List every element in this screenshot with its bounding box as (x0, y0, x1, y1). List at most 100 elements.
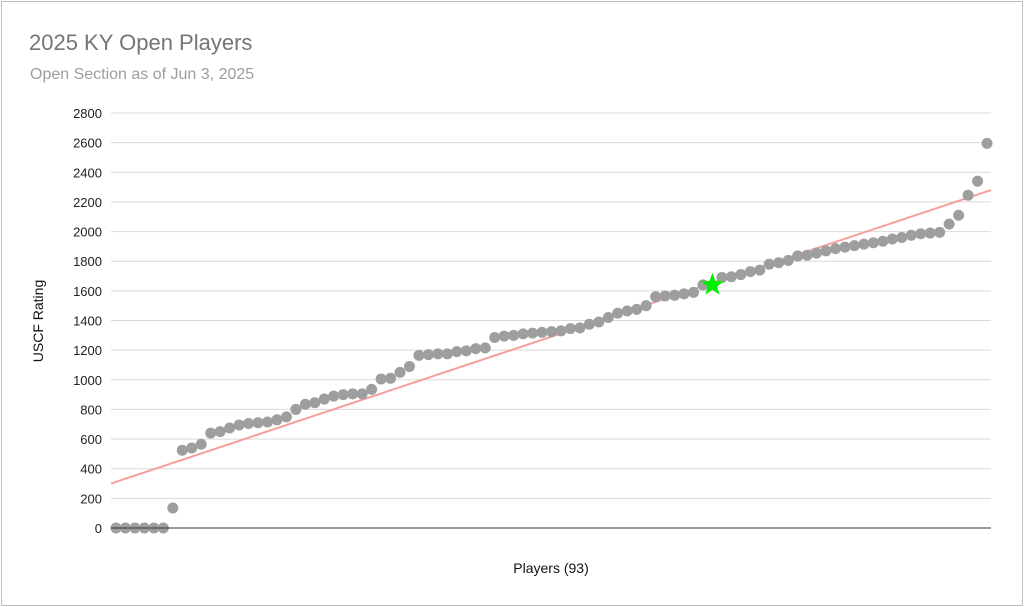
data-point (735, 269, 747, 281)
data-point (527, 327, 539, 339)
data-point (318, 393, 330, 405)
data-point (517, 328, 529, 340)
data-point (678, 288, 690, 300)
data-point (858, 238, 870, 250)
y-tick-labels: 0 200 400 600 800 1000 1200 1400 1600 1800 2000 220… (73, 106, 102, 536)
y-tick-label: 800 (80, 402, 102, 417)
y-tick-label: 600 (80, 432, 102, 447)
y-tick-label: 2200 (73, 195, 102, 210)
data-point (564, 323, 576, 335)
data-point (479, 342, 491, 354)
data-point (773, 257, 785, 269)
gridlines (111, 112, 991, 499)
data-point (621, 305, 633, 317)
data-point (299, 398, 311, 410)
data-point (176, 444, 188, 456)
data-point (508, 329, 520, 341)
data-point (792, 250, 804, 262)
y-tick-label: 2000 (73, 225, 102, 240)
data-point (602, 312, 614, 324)
data-point (905, 229, 917, 241)
data-point (593, 316, 605, 328)
data-point (830, 243, 842, 255)
y-tick-label: 1800 (73, 254, 102, 269)
y-tick-label: 1200 (73, 343, 102, 358)
data-point (915, 228, 927, 240)
data-point (555, 325, 567, 337)
data-point (943, 218, 955, 230)
data-point (243, 418, 255, 430)
y-tick-label: 1600 (73, 284, 102, 299)
data-point (782, 254, 794, 266)
data-point (441, 348, 453, 360)
data-point (811, 247, 823, 259)
data-point (385, 372, 397, 384)
data-point (432, 348, 444, 360)
data-point (489, 332, 501, 344)
data-point (848, 240, 860, 252)
data-point (536, 326, 548, 338)
chart-subtitle: Open Section as of Jun 3, 2025 (30, 66, 255, 83)
y-axis-label: USCF Rating (30, 280, 46, 362)
data-point (801, 249, 813, 261)
y-tick-label: 2600 (73, 136, 102, 151)
data-point (896, 232, 908, 243)
data-point (413, 349, 425, 361)
data-point (688, 286, 700, 298)
y-tick-label: 1400 (73, 314, 102, 329)
data-point (972, 175, 984, 187)
data-point (470, 343, 482, 355)
data-point (934, 226, 946, 238)
data-point (186, 442, 198, 454)
data-point (612, 307, 624, 319)
data-points (110, 137, 993, 534)
data-point (422, 349, 434, 361)
data-point (337, 389, 349, 401)
data-point (839, 241, 851, 253)
data-point (356, 388, 368, 400)
data-point (962, 189, 974, 201)
data-point (650, 291, 662, 303)
data-point (631, 303, 643, 315)
data-point (205, 427, 217, 439)
data-point (460, 345, 472, 357)
data-point (659, 290, 671, 302)
data-point (583, 318, 595, 330)
data-point (716, 272, 728, 284)
data-point (877, 235, 889, 247)
data-point (820, 245, 832, 257)
data-point (451, 346, 463, 358)
data-point (744, 266, 756, 278)
data-point (224, 422, 236, 434)
data-point (924, 227, 936, 239)
data-point (290, 403, 302, 415)
chart-title: 2025 KY Open Players (29, 30, 253, 55)
data-point (981, 137, 993, 149)
data-point (886, 233, 898, 245)
data-point (669, 289, 681, 301)
highlight-star-marker (701, 272, 724, 295)
data-point (366, 383, 378, 395)
data-point (546, 326, 557, 338)
y-tick-label: 2400 (73, 165, 102, 180)
data-point (271, 414, 283, 426)
y-tick-label: 400 (80, 462, 102, 477)
data-point (233, 419, 245, 431)
data-point (261, 416, 273, 428)
data-point (754, 264, 766, 276)
data-point (195, 438, 207, 450)
data-point (394, 366, 406, 378)
y-tick-label: 1000 (73, 373, 102, 388)
data-point (309, 397, 321, 409)
y-tick-label: 2800 (73, 106, 102, 121)
data-point (280, 411, 292, 423)
data-point (725, 271, 737, 283)
y-tick-label: 200 (80, 491, 102, 506)
highlight-group (701, 272, 724, 295)
data-point (763, 258, 775, 270)
data-point (867, 237, 879, 249)
data-point (252, 417, 264, 429)
data-point (574, 322, 586, 334)
data-point (375, 373, 387, 385)
